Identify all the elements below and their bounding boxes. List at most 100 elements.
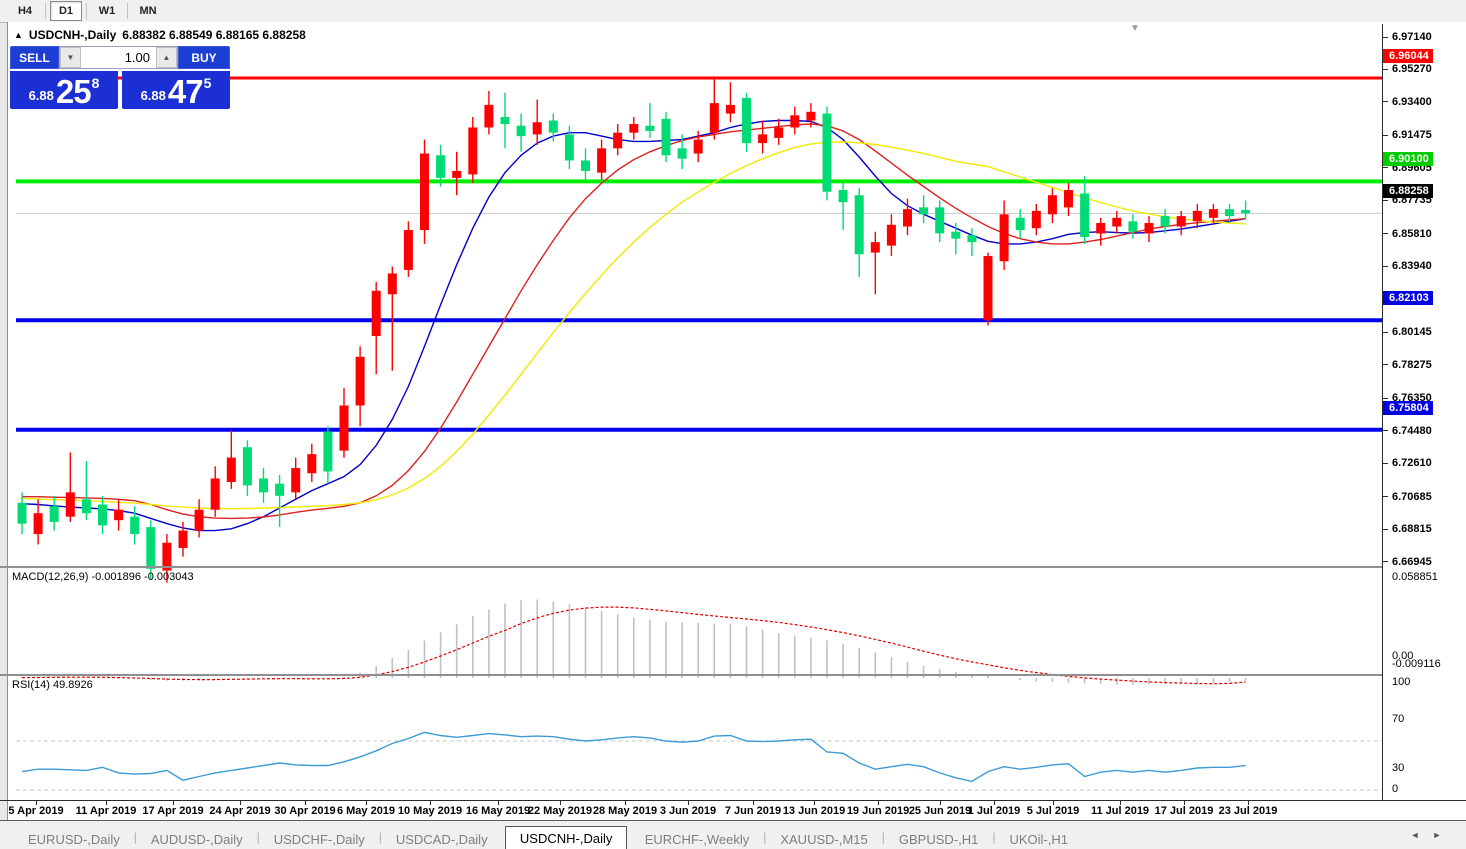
- timeframe-button-d1[interactable]: D1: [50, 1, 82, 21]
- chart-tab-usdcad[interactable]: USDCAD-,Daily: [395, 831, 488, 847]
- time-tick-label: 28 May 2019: [592, 805, 658, 817]
- candle-body: [581, 160, 590, 171]
- candle-body: [532, 122, 542, 135]
- time-tick-mark: [240, 801, 241, 805]
- time-tick-mark: [814, 801, 815, 805]
- price-tick-mark: [1383, 36, 1388, 38]
- chart-tab-eurchf[interactable]: EURCHF-,Weekly: [644, 831, 750, 847]
- sell-price-point: 8: [91, 75, 100, 91]
- tab-separator: |: [378, 830, 382, 844]
- autoscroll-marker-icon: ▼: [1130, 23, 1140, 34]
- candle-body: [339, 405, 349, 451]
- timeframe-button-mn[interactable]: MN: [139, 5, 157, 17]
- candle-body: [870, 242, 880, 253]
- price-tick-label: 6.85810: [1392, 227, 1432, 240]
- buy-price-tile[interactable]: 6.88 47 5: [122, 71, 230, 109]
- one-click-collapse-icon[interactable]: ▲: [14, 30, 23, 40]
- candle-body: [613, 132, 623, 149]
- time-tick-label: 7 Jun 2019: [724, 805, 782, 817]
- timeframe-button-h4[interactable]: H4: [17, 5, 33, 17]
- price-tick-mark: [1383, 233, 1388, 235]
- price-line-badge: 6.96044: [1383, 49, 1433, 64]
- chart-tab-usdchf[interactable]: USDCHF-,Daily: [273, 831, 365, 847]
- candle-body: [629, 123, 639, 133]
- candle-body: [1144, 223, 1154, 234]
- chart-tab-gbpusd[interactable]: GBPUSD-,H1: [898, 831, 979, 847]
- macd-axis-label: 0.00: [1392, 650, 1414, 662]
- volume-stepper[interactable]: ▼ 1.00 ▲: [59, 46, 178, 69]
- chart-window[interactable]: [7, 22, 1466, 820]
- timeframe-button-w1[interactable]: W1: [98, 5, 116, 17]
- chart-tab-audusd[interactable]: AUDUSD-,Daily: [150, 831, 243, 847]
- macd-pane-separator[interactable]: [0, 566, 1466, 568]
- time-tick-mark: [560, 801, 561, 805]
- macd-indicator-label: MACD(12,26,9) -0.001896 -0.003043: [12, 571, 194, 583]
- candle-body: [564, 134, 574, 161]
- candle-body: [1241, 209, 1251, 214]
- time-tick-label: 19 Jun 2019: [846, 805, 910, 817]
- candle-body: [1064, 190, 1073, 208]
- chart-canvas[interactable]: [16, 46, 1390, 822]
- rsi-axis-label: 100: [1392, 676, 1411, 689]
- time-tick-label: 16 May 2019: [465, 805, 531, 817]
- candle-body: [307, 454, 317, 474]
- price-tick-mark: [1383, 68, 1388, 70]
- price-tick-label: 6.70685: [1392, 490, 1432, 503]
- candle-body: [677, 148, 687, 159]
- candle-body: [323, 431, 333, 472]
- candle-body: [403, 229, 413, 270]
- price-tick-label: 6.68815: [1392, 523, 1432, 536]
- sell-button[interactable]: SELL: [10, 46, 59, 69]
- rsi-pane-separator[interactable]: [0, 674, 1466, 676]
- tabs-scroll-right-icon[interactable]: ►: [1432, 830, 1442, 840]
- candle-body: [935, 207, 945, 234]
- time-tick-label: 17 Apr 2019: [142, 805, 204, 817]
- chart-tab-usdcnh[interactable]: USDCNH-,Daily: [504, 826, 628, 849]
- rsi-axis-label: 30: [1392, 762, 1405, 774]
- rsi-axis-label: 70: [1392, 713, 1405, 725]
- time-tick-mark: [940, 801, 941, 805]
- price-tick-label: 6.91475: [1392, 129, 1432, 142]
- candle-body: [886, 224, 896, 246]
- tab-separator: |: [256, 830, 260, 844]
- chart-tab-eurusd[interactable]: EURUSD-,Daily: [28, 831, 120, 847]
- rsi-axis-label: 0: [1392, 783, 1399, 795]
- candle-body: [790, 115, 800, 128]
- time-axis[interactable]: 5 Apr 2019 11 Apr 2019 17 Apr 2019 24 Apr 2…: [8, 801, 1466, 819]
- ma-slow-yellow: [21, 141, 1246, 510]
- sell-price-tile[interactable]: 6.88 25 8: [10, 71, 118, 109]
- volume-increase-icon[interactable]: ▲: [156, 47, 177, 68]
- time-tick-mark: [1053, 801, 1054, 805]
- time-tick-mark: [1184, 801, 1185, 805]
- candle-body: [130, 516, 140, 535]
- candle-body: [709, 103, 719, 133]
- price-line-badge: 6.75804: [1383, 400, 1433, 415]
- volume-input[interactable]: 1.00: [124, 50, 150, 65]
- tab-separator: |: [881, 830, 885, 844]
- chart-tab-ukoil[interactable]: UKOil-,H1: [1009, 831, 1068, 847]
- buy-price-base: 6.88: [140, 88, 166, 103]
- price-tick-label: 6.95270: [1392, 63, 1432, 76]
- time-tick-label: 17 Jul 2019: [1154, 805, 1214, 817]
- tabs-scroll-left-icon[interactable]: ◄: [1410, 830, 1420, 840]
- chart-tab-xauusd[interactable]: XAUUSD-,M15: [780, 831, 868, 847]
- sell-price-pips: 25: [55, 73, 92, 110]
- price-axis[interactable]: 6.97140 6.95270 6.93400 6.91475 6.89605 6.877…: [1383, 24, 1466, 800]
- candle-body: [1128, 221, 1138, 232]
- time-tick-mark: [366, 801, 367, 805]
- price-tick-label: 6.72610: [1392, 457, 1432, 470]
- volume-decrease-icon[interactable]: ▼: [60, 47, 81, 68]
- buy-price-point: 5: [203, 75, 212, 91]
- ma-mid-red: [22, 123, 1246, 520]
- time-tick-mark: [498, 801, 499, 805]
- macd-axis-label: -0.009116: [1392, 658, 1441, 671]
- buy-price-pips: 47: [167, 73, 204, 110]
- time-tick-label: 13 Jun 2019: [782, 805, 846, 817]
- buy-button[interactable]: BUY: [178, 46, 230, 69]
- price-line-badge: 6.88258: [1383, 184, 1433, 199]
- time-tick-mark: [994, 801, 995, 805]
- ohlc-values: 6.88382 6.88549 6.88165 6.88258: [122, 28, 306, 42]
- time-tick-mark: [1120, 801, 1121, 805]
- time-tick-label: 22 May 2019: [527, 805, 593, 817]
- candle-body: [951, 231, 961, 239]
